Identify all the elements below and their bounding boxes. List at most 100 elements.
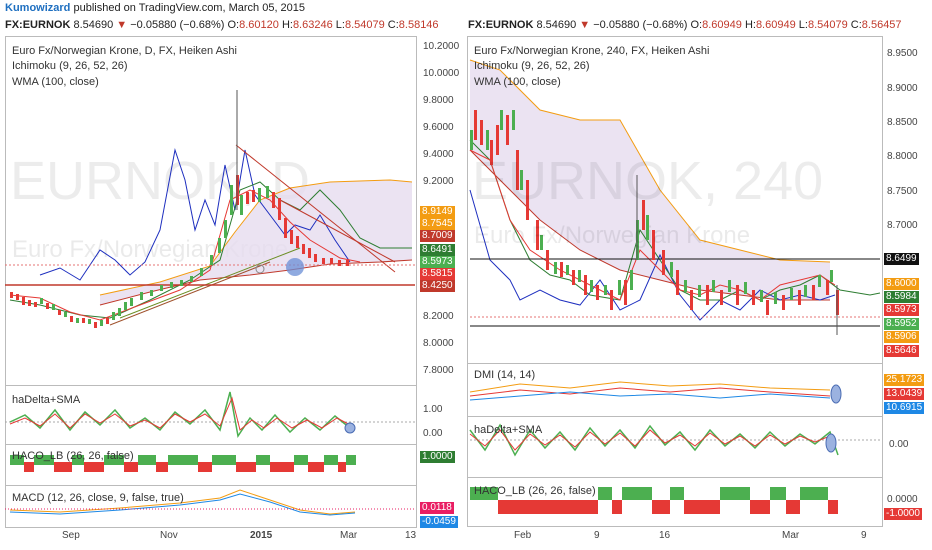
close-label: C:	[850, 19, 862, 31]
right-change: −0.05880 (−0.68%)	[593, 19, 688, 31]
down-arrow-icon: ▼	[579, 19, 591, 31]
left-hadelta-label[interactable]: haDelta+SMA	[12, 394, 81, 406]
author-link[interactable]: Kumowizard	[5, 2, 71, 14]
open-label: O:	[227, 19, 240, 31]
right-ichimoku-label[interactable]: Ichimoku (9, 26, 52, 26)	[474, 60, 590, 72]
y-tick: 9.4000	[423, 149, 454, 160]
left-quote-line: FX:EURNOK 8.54690 ▼ −0.05880 (−0.68%) O:…	[5, 17, 439, 33]
left-high: 8.63246	[292, 19, 333, 31]
publish-header: Kumowizard published on TradingView.com,…	[0, 0, 932, 16]
low-label: L:	[798, 19, 808, 31]
left-price: 8.54690	[73, 19, 114, 31]
price-tag: 8.4250	[420, 280, 455, 292]
right-hadelta-label[interactable]: haDelta+SMA	[474, 424, 543, 436]
haco-tag: 1.0000	[420, 451, 455, 463]
left-symbol[interactable]: FX:EURNOK	[5, 19, 71, 31]
right-close: 8.56457	[861, 19, 902, 31]
y-tick: 9.8000	[423, 95, 454, 106]
left-close: 8.58146	[398, 19, 439, 31]
left-open: 8.60120	[239, 19, 279, 31]
left-macd-pane[interactable]	[5, 485, 417, 528]
dmi-tag: 13.0439	[884, 388, 925, 400]
high-label: H:	[744, 19, 756, 31]
right-symbol[interactable]: FX:EURNOK	[468, 19, 534, 31]
price-tag: 8.7009	[420, 230, 455, 242]
y-tick: 8.7000	[887, 220, 918, 231]
price-tag: 8.6499	[884, 253, 919, 265]
left-ichimoku-label[interactable]: Ichimoku (9, 26, 52, 26)	[12, 60, 128, 72]
x-tick: Sep	[62, 530, 80, 541]
price-tag: 8.5906	[884, 331, 919, 343]
left-haco-bars	[10, 455, 356, 472]
y-tick: 8.9000	[887, 83, 918, 94]
right-watermark: EURNOK, 240	[472, 151, 824, 211]
y-tick: 8.9500	[887, 48, 918, 59]
right-candles	[470, 110, 839, 335]
right-quote-line: FX:EURNOK 8.54690 ▼ −0.05880 (−0.68%) O:…	[468, 17, 902, 33]
right-dmi-label[interactable]: DMI (14, 14)	[474, 369, 536, 381]
y-tick: 9.2000	[423, 176, 454, 187]
left-haco-label[interactable]: HACO_LB (26, 26, false)	[12, 450, 134, 462]
down-arrow-icon: ▼	[116, 19, 128, 31]
right-haco-label[interactable]: HACO_LB (26, 26, false)	[474, 485, 596, 497]
y-tick: 8.8000	[887, 151, 918, 162]
right-price: 8.54690	[536, 19, 577, 31]
y-tick: 0.00	[889, 439, 909, 450]
left-wma-label[interactable]: WMA (100, close)	[12, 76, 99, 88]
x-tick: Mar	[340, 530, 358, 541]
price-tag: 8.5952	[884, 318, 919, 330]
left-chart-title: Euro Fx/Norwegian Krone, D, FX, Heiken A…	[12, 45, 237, 57]
x-tick: Nov	[160, 530, 178, 541]
publish-info: published on TradingView.com, March 05, …	[73, 2, 306, 14]
price-tag: 8.5973	[884, 304, 919, 316]
dmi-tag: 10.6915	[884, 402, 925, 414]
y-tick: 8.8500	[887, 117, 918, 128]
price-tag: 8.5973	[420, 256, 455, 268]
price-tag: 8.5984	[884, 291, 919, 303]
macd-tag: -0.0459	[420, 516, 458, 528]
right-open: 8.60949	[702, 19, 742, 31]
y-tick: 0.00	[423, 428, 443, 439]
right-wma-label[interactable]: WMA (100, close)	[474, 76, 561, 88]
y-tick: 9.6000	[423, 122, 454, 133]
right-haco-bars	[470, 487, 838, 514]
close-label: C:	[387, 19, 399, 31]
right-haco-pane[interactable]	[467, 477, 883, 527]
haco-tag: -1.0000	[884, 508, 922, 520]
x-tick: 16	[659, 530, 671, 541]
open-label: O:	[690, 19, 703, 31]
price-tag: 8.6000	[884, 278, 919, 290]
left-candles	[10, 90, 349, 328]
x-tick: 13	[405, 530, 417, 541]
x-tick: 9	[861, 530, 867, 541]
y-tick: 8.0000	[423, 338, 454, 349]
left-low: 8.54079	[344, 19, 385, 31]
y-tick: 8.7500	[887, 186, 918, 197]
right-low: 8.54079	[807, 19, 848, 31]
right-chart-title: Euro Fx/Norwegian Krone, 240, FX, Heiken…	[474, 45, 710, 57]
price-tag: 8.5646	[884, 345, 919, 357]
y-tick: 7.8000	[423, 365, 454, 376]
price-tag: 8.7545	[420, 218, 455, 230]
y-tick: 0.0000	[887, 494, 918, 505]
x-tick: Mar	[782, 530, 800, 541]
price-tag: 8.5815	[420, 268, 455, 280]
y-tick: 10.0000	[423, 68, 460, 79]
y-tick: 8.2000	[423, 311, 454, 322]
y-tick: 10.2000	[423, 41, 460, 52]
x-tick: 9	[594, 530, 600, 541]
left-change: −0.05880 (−0.68%)	[130, 19, 225, 31]
x-tick: Feb	[514, 530, 532, 541]
right-high: 8.60949	[755, 19, 796, 31]
high-label: H:	[281, 19, 293, 31]
price-tag: 8.9149	[420, 206, 455, 218]
right-watermark-sub: Euro Fx/Norwegian Krone	[474, 222, 751, 249]
low-label: L:	[335, 19, 345, 31]
macd-tag: 0.0118	[420, 502, 454, 514]
y-tick: 1.00	[423, 404, 443, 415]
left-macd-label[interactable]: MACD (12, 26, close, 9, false, true)	[12, 492, 184, 504]
x-tick: 2015	[250, 530, 273, 541]
price-tag: 8.6491	[420, 244, 455, 256]
dmi-tag: 25.1723	[884, 374, 925, 386]
